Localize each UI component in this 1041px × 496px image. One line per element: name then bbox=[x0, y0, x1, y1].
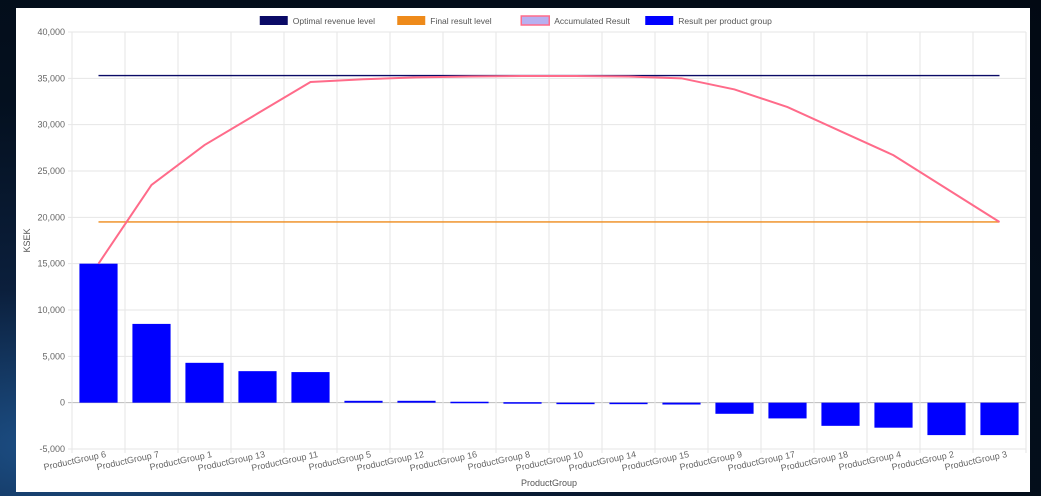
y-tick-label: 5,000 bbox=[42, 351, 65, 361]
legend: Optimal revenue level Final result level A… bbox=[259, 15, 772, 26]
y-axis: -5,000 0 5,000 10,000 15,000 20,000 25,000 30,0… bbox=[37, 27, 65, 454]
bar bbox=[874, 402, 913, 428]
y-tick-label: 30,000 bbox=[37, 120, 65, 130]
y-tick-label: 15,000 bbox=[37, 259, 65, 269]
bar bbox=[927, 402, 966, 436]
bar bbox=[715, 402, 754, 414]
legend-item: Optimal revenue level bbox=[259, 16, 375, 26]
legend-label: Result per product group bbox=[678, 16, 772, 26]
legend-label: Optimal revenue level bbox=[293, 16, 375, 26]
bar bbox=[609, 402, 648, 405]
bar bbox=[344, 400, 383, 403]
y-tick-label: -5,000 bbox=[39, 444, 65, 454]
bar bbox=[768, 402, 807, 419]
y-tick-label: 25,000 bbox=[37, 166, 65, 176]
bar bbox=[980, 402, 1019, 436]
bar-series bbox=[79, 263, 1019, 436]
grid bbox=[68, 31, 1027, 453]
y-axis-title: KSEK bbox=[22, 228, 32, 252]
revenue-chart: Optimal revenue level Final result level A… bbox=[22, 15, 1027, 488]
y-tick-label: 40,000 bbox=[37, 27, 65, 37]
legend-item: Result per product group bbox=[645, 16, 772, 26]
bar bbox=[291, 372, 330, 403]
legend-label: Accumulated Result bbox=[554, 16, 630, 26]
bar bbox=[503, 402, 542, 404]
bar bbox=[238, 371, 277, 403]
line-series bbox=[97, 74, 1001, 265]
legend-swatch bbox=[645, 16, 674, 25]
bar bbox=[185, 362, 224, 403]
legend-swatch bbox=[397, 16, 426, 25]
legend-swatch bbox=[520, 15, 550, 26]
legend-label: Final result level bbox=[430, 16, 492, 26]
y-tick-label: 10,000 bbox=[37, 305, 65, 315]
legend-swatch bbox=[259, 16, 288, 25]
bar bbox=[450, 401, 489, 404]
legend-item: Accumulated Result bbox=[520, 15, 630, 26]
bar bbox=[132, 323, 171, 403]
bar bbox=[79, 263, 118, 403]
bar bbox=[821, 402, 860, 426]
x-axis-title: ProductGroup bbox=[521, 478, 577, 488]
y-tick-label: 20,000 bbox=[37, 212, 65, 222]
bar bbox=[662, 402, 701, 405]
y-tick-label: 0 bbox=[60, 398, 65, 408]
series-line bbox=[97, 75, 1001, 265]
bar bbox=[397, 400, 436, 403]
chart-panel: Optimal revenue level Final result level A… bbox=[16, 8, 1030, 492]
legend-item: Final result level bbox=[397, 16, 492, 26]
bar bbox=[556, 402, 595, 405]
y-tick-label: 35,000 bbox=[37, 73, 65, 83]
